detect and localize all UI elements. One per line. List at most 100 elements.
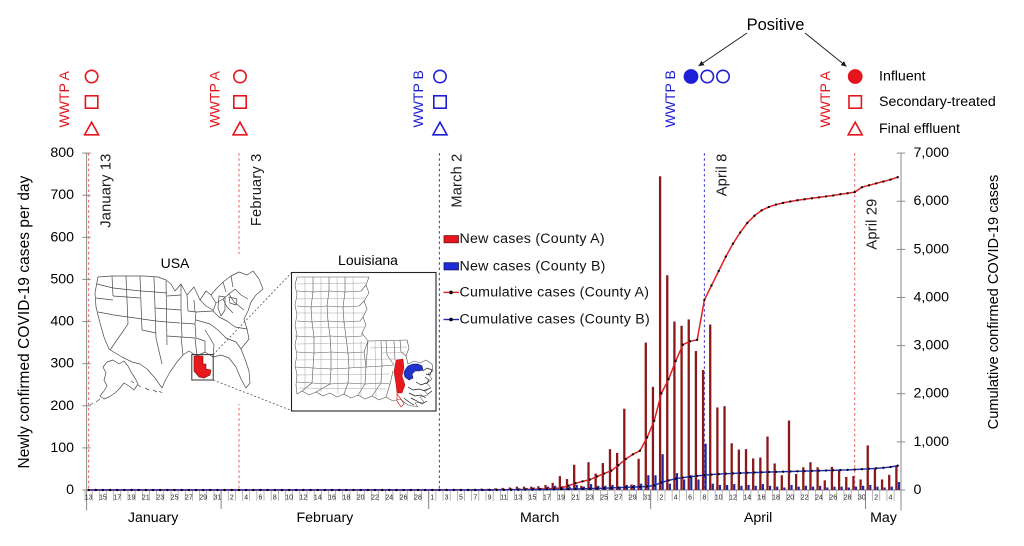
svg-text:23: 23 bbox=[156, 495, 164, 502]
svg-text:31: 31 bbox=[214, 495, 222, 502]
svg-text:29: 29 bbox=[199, 495, 207, 502]
svg-text:200: 200 bbox=[50, 398, 74, 414]
svg-text:9: 9 bbox=[488, 495, 492, 502]
svg-text:January 13: January 13 bbox=[99, 154, 115, 228]
svg-text:New cases (County A): New cases (County A) bbox=[460, 231, 605, 247]
svg-text:13: 13 bbox=[514, 495, 522, 502]
svg-text:Cumulative cases (County A): Cumulative cases (County A) bbox=[460, 284, 650, 300]
svg-text:700: 700 bbox=[50, 187, 74, 203]
svg-text:29: 29 bbox=[629, 495, 637, 502]
svg-text:19: 19 bbox=[128, 495, 136, 502]
svg-text:21: 21 bbox=[572, 495, 580, 502]
svg-text:4,000: 4,000 bbox=[914, 290, 950, 306]
svg-text:4: 4 bbox=[674, 495, 678, 502]
svg-text:Cumulative cases (County B): Cumulative cases (County B) bbox=[460, 312, 650, 328]
svg-text:30: 30 bbox=[858, 495, 866, 502]
svg-text:25: 25 bbox=[600, 495, 608, 502]
svg-text:Cumulative confirmed COVID-19: Cumulative confirmed COVID-19 cases bbox=[986, 175, 1002, 430]
svg-text:31: 31 bbox=[643, 495, 651, 502]
svg-text:24: 24 bbox=[815, 495, 823, 502]
svg-text:27: 27 bbox=[185, 495, 193, 502]
svg-text:February 3: February 3 bbox=[249, 154, 265, 227]
svg-text:1,000: 1,000 bbox=[914, 434, 950, 450]
svg-text:28: 28 bbox=[844, 495, 852, 502]
svg-text:16: 16 bbox=[758, 495, 766, 502]
svg-text:2: 2 bbox=[874, 495, 878, 502]
svg-text:8: 8 bbox=[273, 495, 277, 502]
svg-text:12: 12 bbox=[300, 495, 308, 502]
svg-text:18: 18 bbox=[772, 495, 780, 502]
svg-text:20: 20 bbox=[357, 495, 365, 502]
svg-text:22: 22 bbox=[371, 495, 379, 502]
svg-text:21: 21 bbox=[142, 495, 150, 502]
svg-text:7,000: 7,000 bbox=[914, 145, 950, 161]
svg-text:23: 23 bbox=[586, 495, 594, 502]
svg-text:27: 27 bbox=[615, 495, 623, 502]
svg-text:Positive: Positive bbox=[747, 16, 805, 34]
svg-text:6: 6 bbox=[259, 495, 263, 502]
svg-text:WWTP A: WWTP A bbox=[817, 70, 833, 127]
svg-text:4: 4 bbox=[889, 495, 893, 502]
svg-text:24: 24 bbox=[385, 495, 393, 502]
svg-text:300: 300 bbox=[50, 356, 74, 372]
svg-text:New cases (County B): New cases (County B) bbox=[460, 258, 606, 274]
svg-text:8: 8 bbox=[702, 495, 706, 502]
svg-text:USA: USA bbox=[161, 255, 190, 271]
svg-text:Final effluent: Final effluent bbox=[879, 121, 960, 137]
svg-text:15: 15 bbox=[529, 495, 537, 502]
svg-text:25: 25 bbox=[171, 495, 179, 502]
svg-text:1: 1 bbox=[430, 495, 434, 502]
svg-text:May: May bbox=[870, 510, 898, 526]
svg-text:19: 19 bbox=[557, 495, 565, 502]
svg-text:10: 10 bbox=[715, 495, 723, 502]
svg-text:600: 600 bbox=[50, 229, 74, 245]
svg-text:0: 0 bbox=[66, 482, 74, 498]
svg-text:13: 13 bbox=[85, 495, 93, 502]
svg-text:WWTP B: WWTP B bbox=[410, 70, 426, 127]
svg-text:2: 2 bbox=[230, 495, 234, 502]
svg-text:11: 11 bbox=[500, 495, 507, 502]
svg-text:16: 16 bbox=[328, 495, 336, 502]
svg-text:20: 20 bbox=[786, 495, 794, 502]
svg-text:April 8: April 8 bbox=[714, 154, 730, 197]
svg-text:January: January bbox=[128, 510, 179, 526]
svg-text:17: 17 bbox=[543, 495, 551, 502]
svg-text:April: April bbox=[744, 510, 772, 526]
svg-text:26: 26 bbox=[400, 495, 408, 502]
svg-text:100: 100 bbox=[50, 440, 74, 456]
svg-text:18: 18 bbox=[343, 495, 351, 502]
svg-text:March: March bbox=[520, 510, 559, 526]
svg-text:6: 6 bbox=[688, 495, 692, 502]
svg-text:800: 800 bbox=[50, 145, 74, 161]
svg-text:3: 3 bbox=[445, 495, 449, 502]
svg-text:Newly confirmed COVID-19 cases: Newly confirmed COVID-19 cases per day bbox=[16, 175, 33, 468]
svg-text:WWTP B: WWTP B bbox=[662, 70, 678, 127]
svg-text:WWTP A: WWTP A bbox=[207, 70, 223, 127]
svg-text:April 29: April 29 bbox=[865, 199, 881, 250]
svg-text:5,000: 5,000 bbox=[914, 241, 950, 257]
svg-text:400: 400 bbox=[50, 314, 74, 330]
svg-text:5: 5 bbox=[459, 495, 463, 502]
svg-text:Influent: Influent bbox=[879, 69, 926, 85]
svg-text:2,000: 2,000 bbox=[914, 386, 950, 402]
svg-text:6,000: 6,000 bbox=[914, 193, 950, 209]
svg-text:WWTP A: WWTP A bbox=[56, 70, 72, 127]
svg-text:17: 17 bbox=[113, 495, 121, 502]
svg-text:3,000: 3,000 bbox=[914, 338, 950, 354]
svg-text:14: 14 bbox=[314, 495, 322, 502]
svg-text:March 2: March 2 bbox=[449, 154, 465, 208]
svg-text:28: 28 bbox=[414, 495, 422, 502]
svg-text:12: 12 bbox=[729, 495, 737, 502]
svg-text:15: 15 bbox=[99, 495, 107, 502]
svg-text:Louisiana: Louisiana bbox=[338, 252, 398, 268]
svg-text:Secondary-treated: Secondary-treated bbox=[879, 94, 996, 110]
svg-text:February: February bbox=[297, 510, 355, 526]
svg-text:500: 500 bbox=[50, 271, 74, 287]
svg-text:7: 7 bbox=[473, 495, 477, 502]
svg-text:26: 26 bbox=[829, 495, 837, 502]
svg-text:4: 4 bbox=[244, 495, 248, 502]
svg-text:14: 14 bbox=[743, 495, 751, 502]
svg-text:0: 0 bbox=[914, 482, 922, 498]
svg-text:2: 2 bbox=[659, 495, 663, 502]
svg-text:22: 22 bbox=[801, 495, 809, 502]
